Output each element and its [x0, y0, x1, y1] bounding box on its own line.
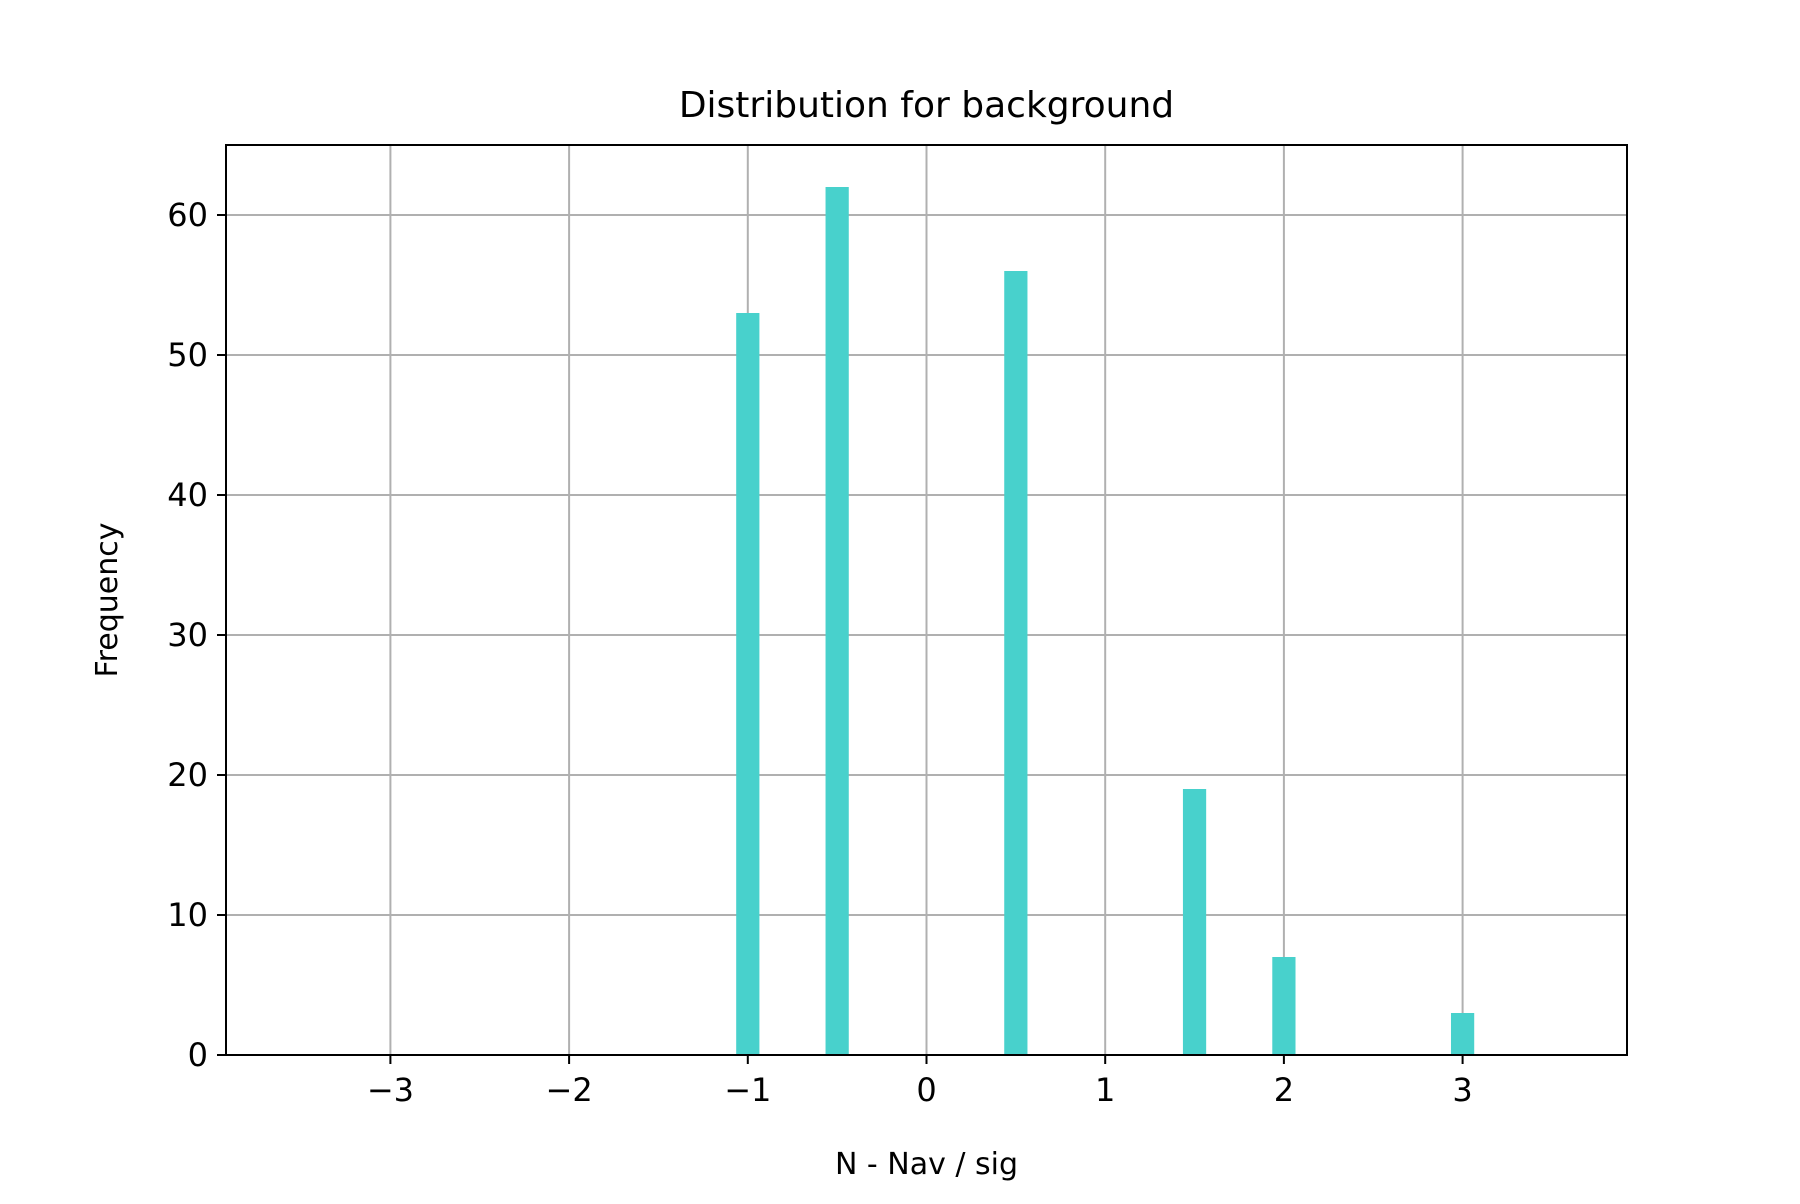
- bars: [736, 187, 1475, 1055]
- histogram-bar: [736, 313, 760, 1055]
- x-tick-label: 2: [1274, 1071, 1294, 1109]
- x-axis-label: N - Nav / sig: [835, 1147, 1018, 1182]
- histogram-bar: [1182, 789, 1207, 1055]
- x-tick-label: 0: [916, 1071, 936, 1109]
- x-tick-label: 3: [1452, 1071, 1472, 1109]
- y-tick-label: 50: [167, 336, 208, 374]
- x-tick-label: −1: [724, 1071, 771, 1109]
- histogram-bar: [1272, 957, 1296, 1055]
- y-axis-label: Frequency: [90, 523, 125, 678]
- y-tick-label: 0: [188, 1036, 208, 1074]
- grid-lines: [226, 145, 1627, 1056]
- x-tick-label: −3: [367, 1071, 414, 1109]
- y-tick-label: 20: [167, 756, 208, 794]
- y-tick-label: 60: [167, 196, 208, 234]
- y-tick-label: 10: [167, 896, 208, 934]
- histogram-bar: [1004, 271, 1028, 1055]
- y-tick-label: 30: [167, 616, 208, 654]
- histogram-bar: [825, 187, 849, 1055]
- chart-title: Distribution for background: [679, 85, 1174, 126]
- x-tick-label: −2: [546, 1071, 593, 1109]
- y-tick-label: 40: [167, 476, 208, 514]
- x-tick-label: 1: [1095, 1071, 1115, 1109]
- histogram-bar: [1450, 1013, 1475, 1055]
